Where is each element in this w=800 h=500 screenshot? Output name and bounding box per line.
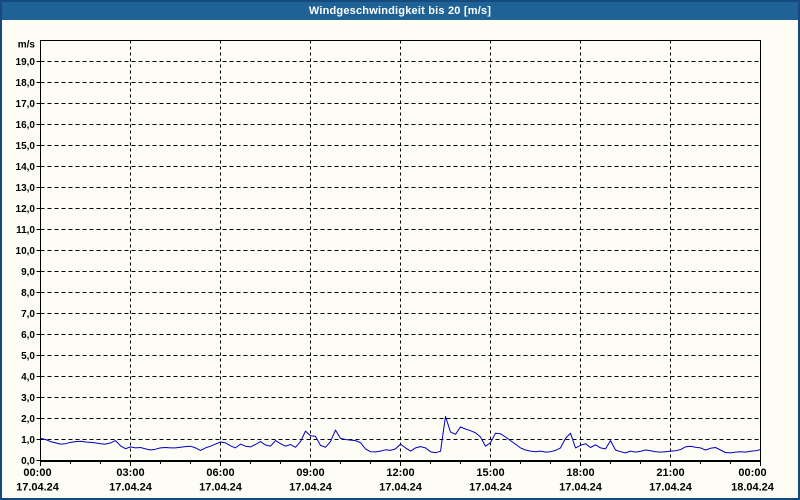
y-tick-label: 18,0 — [16, 78, 36, 89]
x-time-label: 12:00 — [386, 467, 414, 479]
window-title: Windgeschwindigkeit bis 20 [m/s] — [308, 5, 492, 17]
x-date-label: 17.04.24 — [379, 482, 423, 494]
x-time-label: 03:00 — [116, 467, 144, 479]
y-tick-label: 1,0 — [21, 435, 35, 446]
y-tick-label: 10,0 — [16, 246, 36, 257]
y-tick-label: 4,0 — [21, 372, 35, 383]
y-tick-label: 8,0 — [21, 288, 35, 299]
x-date-label: 17.04.24 — [559, 482, 603, 494]
y-tick-label: 11,0 — [16, 225, 35, 236]
y-tick-label: 0,0 — [21, 456, 35, 467]
y-tick-label: 6,0 — [21, 330, 35, 341]
wind-speed-line — [40, 415, 761, 454]
x-date-label: 17.04.24 — [649, 482, 693, 494]
x-date-label: 18.04.24 — [731, 482, 775, 494]
y-tick-label: 13,0 — [16, 183, 36, 194]
x-date-label: 17.04.24 — [469, 482, 513, 494]
y-tick-label: 16,0 — [16, 120, 36, 131]
x-date-label: 17.04.24 — [199, 482, 243, 494]
y-tick-label: 17,0 — [16, 99, 36, 110]
x-time-label: 18:00 — [566, 467, 594, 479]
x-time-label: 00:00 — [23, 467, 51, 479]
x-time-label: 09:00 — [296, 467, 324, 479]
x-date-label: 17.04.24 — [289, 482, 333, 494]
plot-border — [40, 40, 761, 461]
x-date-label: 17.04.24 — [109, 482, 153, 494]
x-time-label: 00:00 — [738, 467, 766, 479]
y-axis-unit-label: m/s — [18, 40, 36, 51]
y-tick-label: 12,0 — [16, 204, 36, 215]
x-time-label: 06:00 — [206, 467, 234, 479]
y-tick-label: 2,0 — [21, 414, 35, 425]
y-tick-label: 7,0 — [21, 309, 35, 320]
y-tick-label: 3,0 — [21, 393, 35, 404]
y-tick-label: 15,0 — [16, 141, 36, 152]
x-date-label: 17.04.24 — [16, 482, 60, 494]
x-time-label: 21:00 — [656, 467, 684, 479]
y-tick-label: 14,0 — [16, 162, 36, 173]
y-tick-label: 9,0 — [21, 267, 35, 278]
title-bar: Windgeschwindigkeit bis 20 [m/s] — [2, 2, 798, 20]
y-tick-label: 19,0 — [16, 57, 36, 68]
y-tick-label: 5,0 — [21, 351, 35, 362]
x-time-label: 15:00 — [476, 467, 504, 479]
